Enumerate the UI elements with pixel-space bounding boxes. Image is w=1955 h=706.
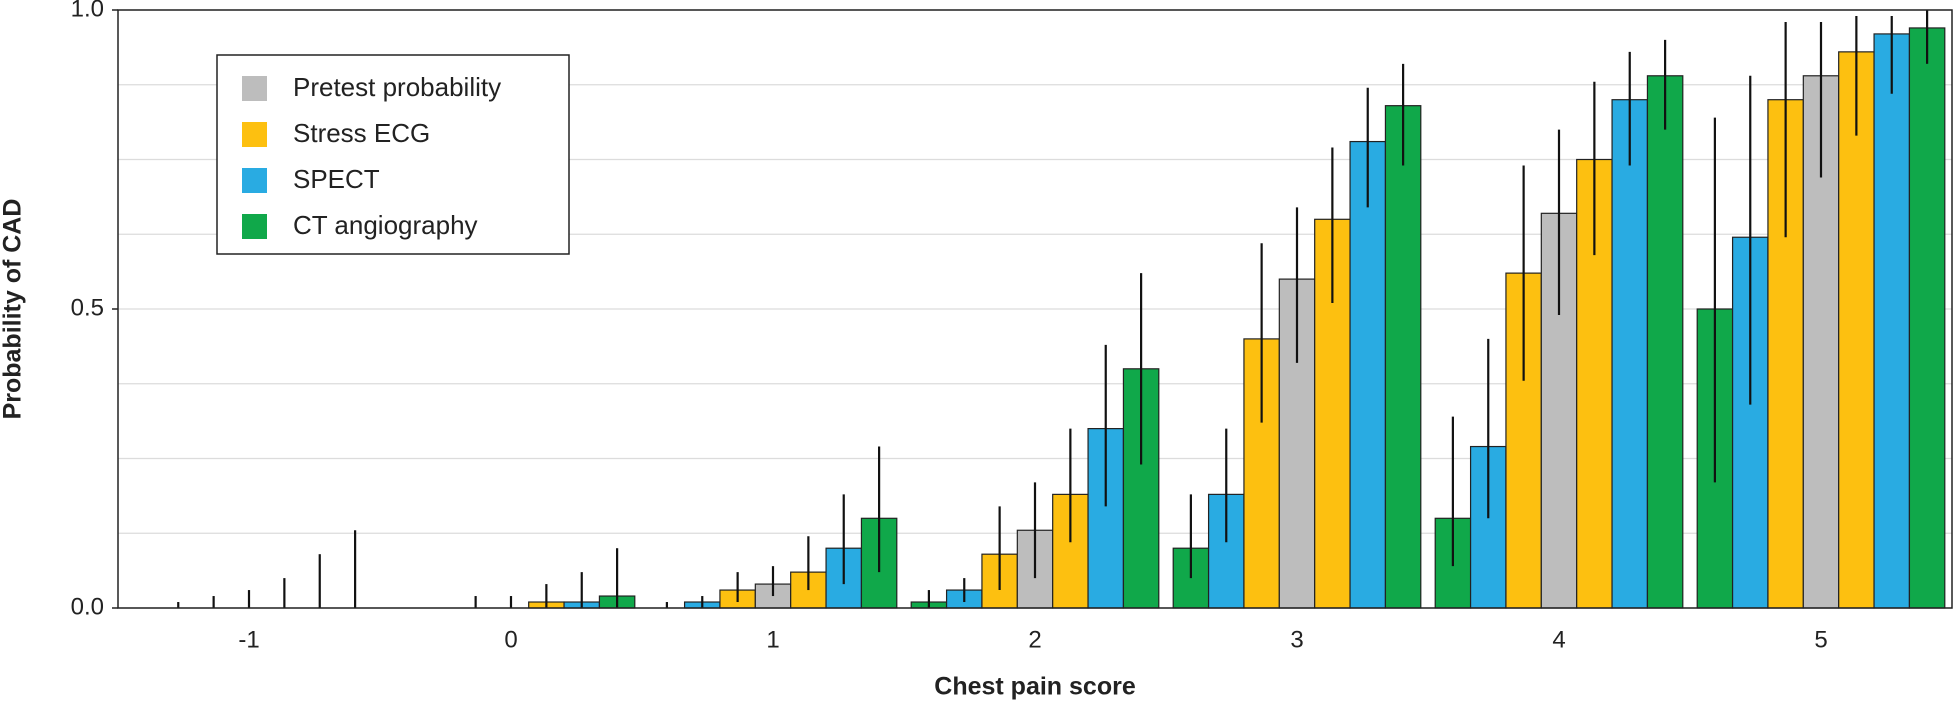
x-tick-label: 3 [1290,626,1303,653]
y-tick-label: 0.5 [71,294,104,321]
legend-label: SPECT [293,164,380,194]
x-tick-label: 0 [504,626,517,653]
x-tick-label: 2 [1028,626,1041,653]
bar [1349,140,1387,609]
bar [1384,105,1422,609]
legend-swatch [242,168,267,193]
legend-box [216,54,570,255]
y-axis-title: Probability of CAD [0,199,27,420]
y-tick-label: 1.0 [71,0,104,22]
legend-label: Stress ECG [293,118,430,148]
legend-swatch [242,122,267,147]
bar [1646,75,1684,609]
x-tick-label: 4 [1552,626,1565,653]
legend: Pretest probability Stress ECG SPECT CT ang… [216,54,570,255]
legend-swatch [242,214,267,239]
bar [1873,33,1911,609]
bar [1908,27,1946,609]
x-axis-title: Chest pain score [934,673,1136,701]
x-tick-label: 1 [766,626,779,653]
legend-label: CT angiography [293,210,478,240]
legend-label: Pretest probability [293,72,501,102]
x-tick-label: 5 [1814,626,1827,653]
bar [1611,99,1649,609]
legend-swatch [242,76,267,101]
x-tick-label: -1 [238,626,259,653]
y-tick-label: 0.0 [71,593,104,620]
